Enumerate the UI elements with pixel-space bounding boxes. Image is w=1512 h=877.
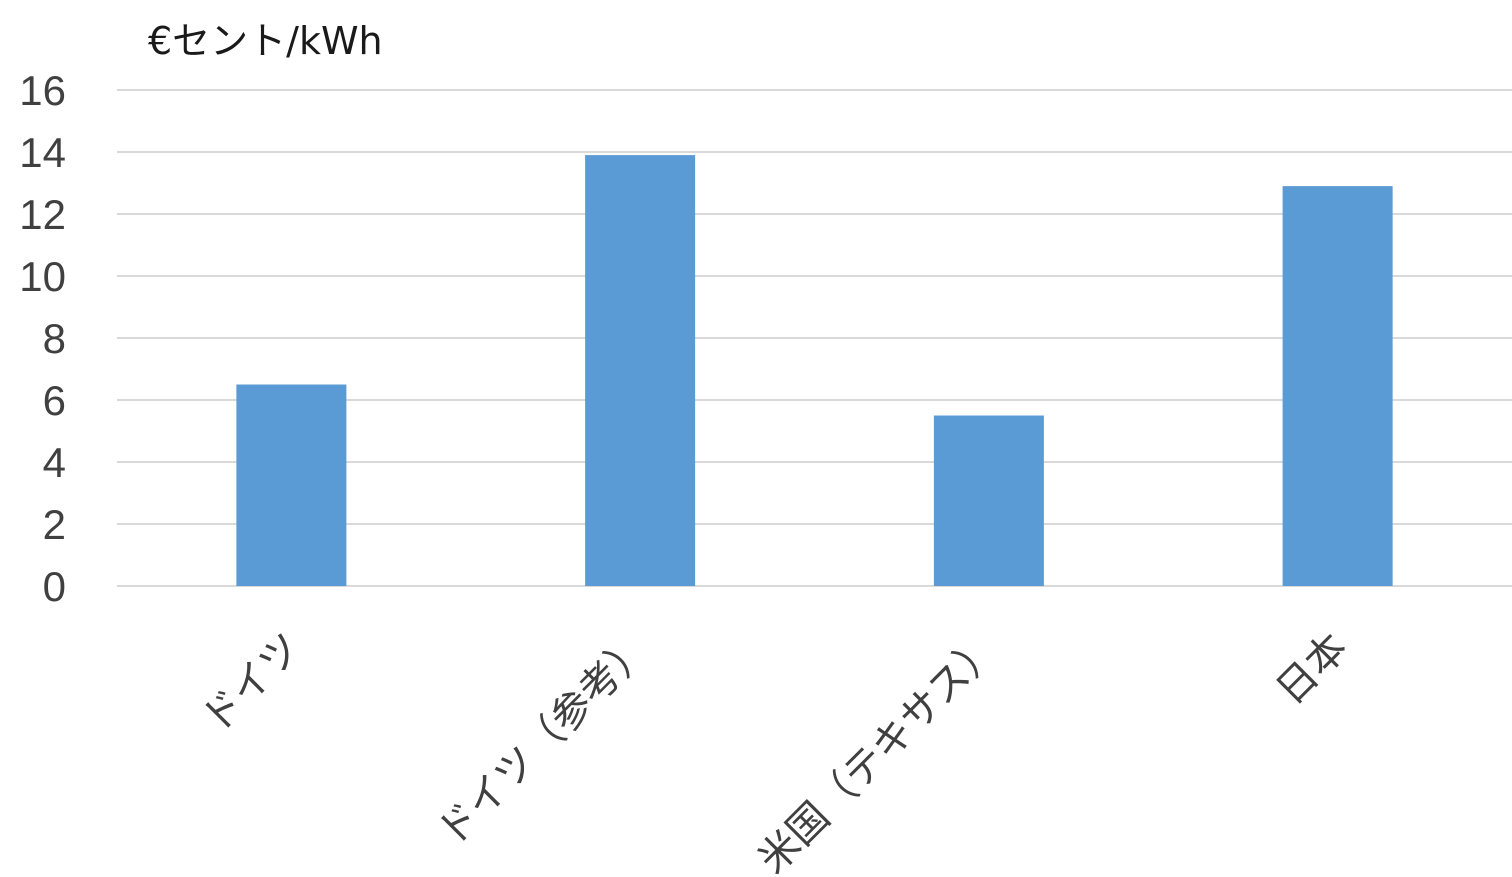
x-category-label: 米国（テキサス） — [750, 625, 1008, 877]
y-tick-label: 4 — [43, 439, 66, 486]
x-category-label: 日本 — [1268, 625, 1357, 714]
bar — [1282, 186, 1393, 586]
y-tick-label: 2 — [43, 501, 66, 548]
y-axis-ticks: 0 2 4 6 8 10 12 14 16 — [19, 67, 66, 610]
y-tick-label: 10 — [19, 253, 66, 300]
y-tick-label: 0 — [43, 563, 66, 610]
bar — [236, 384, 347, 586]
x-axis-categories: ドイツ ドイツ（参考） 米国（テキサス） 日本 — [193, 625, 1357, 877]
y-tick-label: 14 — [19, 129, 66, 176]
y-axis-unit-label: €セント/kWh — [148, 19, 383, 63]
bar — [585, 155, 696, 586]
gridlines — [117, 89, 1512, 587]
y-tick-label: 8 — [43, 315, 66, 362]
x-category-label: ドイツ（参考） — [429, 625, 660, 856]
bars — [236, 155, 1393, 586]
x-category-label: ドイツ — [193, 625, 310, 742]
bar — [933, 415, 1044, 586]
y-tick-label: 6 — [43, 377, 66, 424]
y-tick-label: 16 — [19, 67, 66, 114]
y-tick-label: 12 — [19, 191, 66, 238]
